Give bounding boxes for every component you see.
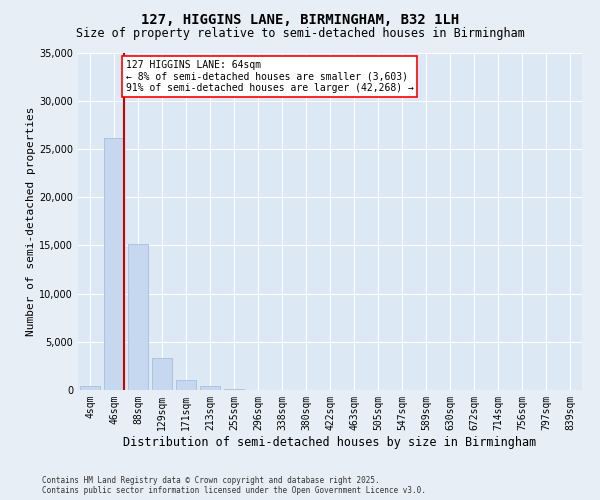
- Bar: [176, 380, 196, 390]
- Text: Size of property relative to semi-detached houses in Birmingham: Size of property relative to semi-detach…: [76, 28, 524, 40]
- Bar: [200, 386, 220, 390]
- Text: 127, HIGGINS LANE, BIRMINGHAM, B32 1LH: 127, HIGGINS LANE, BIRMINGHAM, B32 1LH: [141, 12, 459, 26]
- Text: 127 HIGGINS LANE: 64sqm
← 8% of semi-detached houses are smaller (3,603)
91% of : 127 HIGGINS LANE: 64sqm ← 8% of semi-det…: [125, 60, 413, 94]
- X-axis label: Distribution of semi-detached houses by size in Birmingham: Distribution of semi-detached houses by …: [124, 436, 536, 448]
- Bar: [104, 138, 124, 390]
- Bar: [152, 358, 172, 390]
- Text: Contains HM Land Registry data © Crown copyright and database right 2025.
Contai: Contains HM Land Registry data © Crown c…: [42, 476, 426, 495]
- Bar: [224, 388, 244, 390]
- Bar: [80, 386, 100, 390]
- Y-axis label: Number of semi-detached properties: Number of semi-detached properties: [26, 106, 37, 336]
- Bar: [128, 244, 148, 390]
